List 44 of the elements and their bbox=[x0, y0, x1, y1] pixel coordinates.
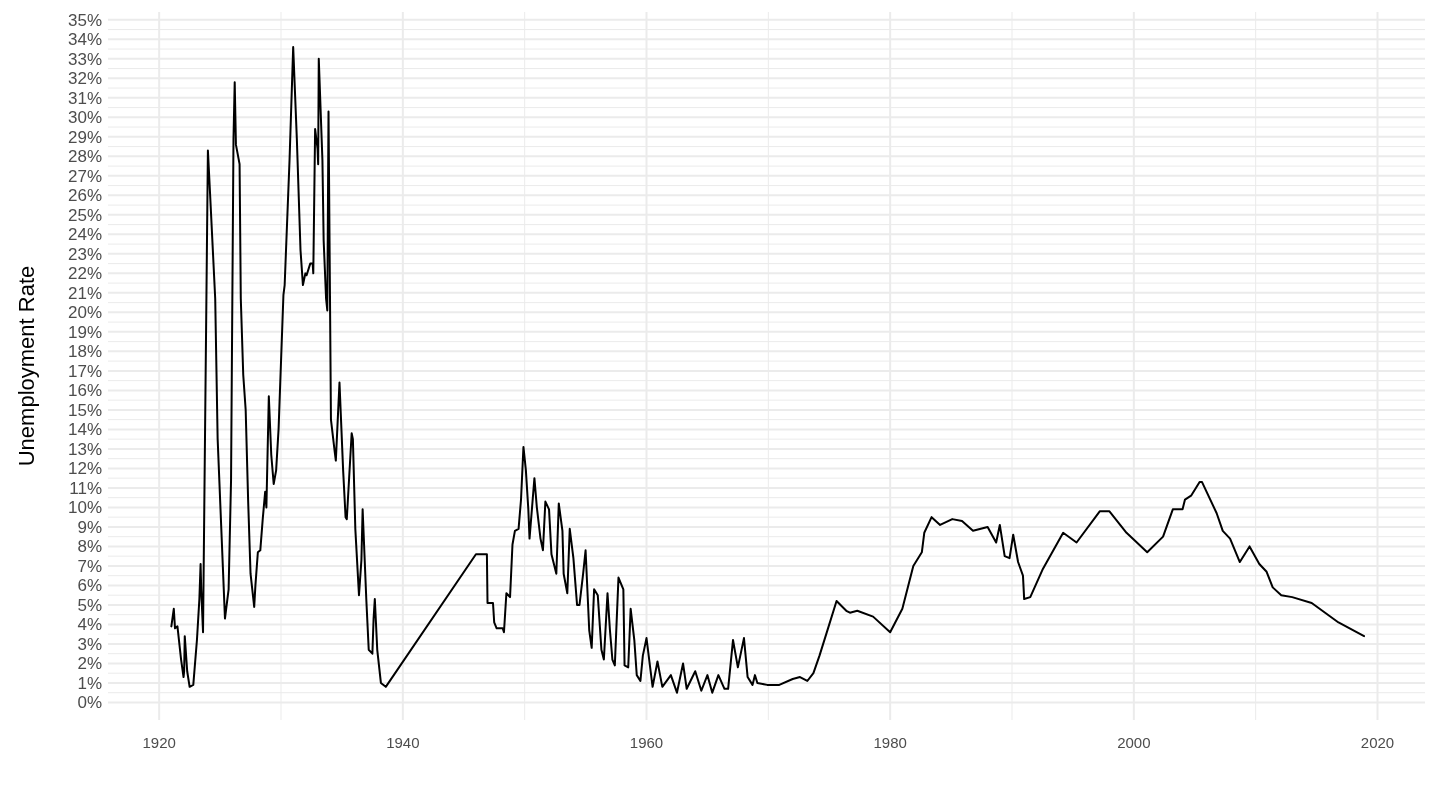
y-tick-label: 34% bbox=[67, 30, 102, 50]
y-tick-label: 10% bbox=[67, 498, 102, 518]
y-tick-label: 12% bbox=[67, 459, 102, 479]
y-tick-label: 33% bbox=[67, 49, 102, 69]
y-tick-label: 8% bbox=[77, 537, 102, 557]
y-tick-label: 22% bbox=[67, 264, 102, 284]
y-tick-label: 35% bbox=[67, 10, 102, 30]
y-tick-label: 4% bbox=[77, 615, 102, 635]
y-tick-label: 20% bbox=[67, 303, 102, 323]
y-tick-label: 23% bbox=[67, 244, 102, 264]
y-tick-label: 3% bbox=[77, 634, 102, 654]
y-tick-label: 32% bbox=[67, 69, 102, 89]
y-tick-label: 27% bbox=[67, 166, 102, 186]
y-tick-label: 29% bbox=[67, 127, 102, 147]
y-tick-label: 24% bbox=[67, 225, 102, 245]
y-tick-label: 13% bbox=[67, 439, 102, 459]
y-tick-label: 1% bbox=[77, 673, 102, 693]
line-series bbox=[170, 46, 1366, 694]
y-tick-label: 17% bbox=[67, 361, 102, 381]
y-tick-label: 19% bbox=[67, 322, 102, 342]
x-tick-label: 1940 bbox=[386, 734, 420, 751]
y-axis-title: Unemployment Rate bbox=[14, 265, 39, 467]
y-tick-label: 25% bbox=[67, 205, 102, 225]
y-tick-label: 30% bbox=[67, 108, 102, 128]
y-tick-label: 31% bbox=[67, 88, 102, 108]
y-tick-label: 6% bbox=[77, 576, 102, 596]
y-tick-label: 15% bbox=[67, 400, 102, 420]
y-tick-label: 2% bbox=[77, 654, 102, 674]
y-tick-label: 9% bbox=[77, 517, 102, 537]
y-tick-label: 5% bbox=[77, 595, 102, 615]
y-tick-label: 26% bbox=[67, 186, 102, 206]
x-tick-label: 2020 bbox=[1360, 734, 1395, 751]
y-tick-label: 18% bbox=[67, 342, 102, 362]
y-tick-label: 0% bbox=[77, 693, 102, 713]
y-tick-label: 11% bbox=[69, 478, 102, 498]
x-tick-label: 1960 bbox=[629, 734, 664, 751]
y-tick-label: 28% bbox=[67, 147, 102, 167]
x-tick-label: 1980 bbox=[873, 734, 907, 751]
y-tick-label: 14% bbox=[67, 420, 102, 440]
x-tick-label: 2000 bbox=[1117, 734, 1151, 751]
x-tick-label: 1920 bbox=[142, 734, 176, 751]
y-tick-label: 21% bbox=[67, 283, 102, 303]
y-tick-label: 16% bbox=[67, 381, 102, 401]
y-tick-label: 7% bbox=[77, 556, 102, 576]
